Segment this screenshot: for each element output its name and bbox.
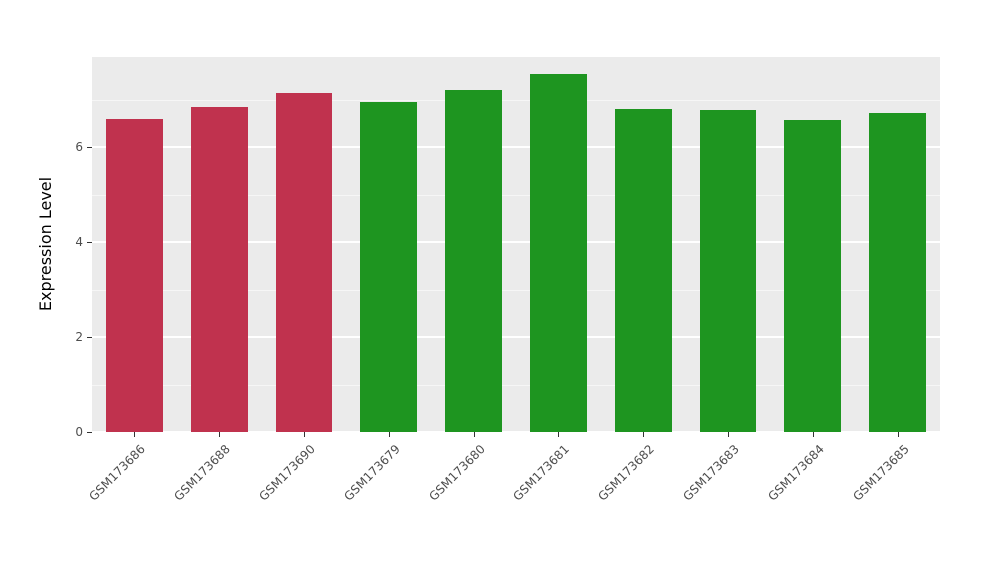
plot-panel xyxy=(92,57,940,433)
x-tick-label-GSM173686: GSM173686 xyxy=(86,442,149,504)
x-tick-mark xyxy=(388,432,390,437)
x-tick-label-GSM173679: GSM173679 xyxy=(341,442,403,504)
y-tick-mark xyxy=(87,147,92,149)
x-tick-label-GSM173684: GSM173684 xyxy=(765,442,827,504)
bar-GSM173681 xyxy=(529,73,587,432)
x-tick-label-GSM173680: GSM173680 xyxy=(425,442,488,504)
bar-GSM173688 xyxy=(190,106,248,432)
x-tick-mark xyxy=(812,432,814,437)
gridline-major xyxy=(92,431,940,433)
y-tick-label: 0 xyxy=(75,425,83,439)
gridline-minor xyxy=(92,194,940,196)
gridline-major xyxy=(92,336,940,339)
x-tick-label-GSM173681: GSM173681 xyxy=(510,442,573,504)
x-tick-mark xyxy=(473,432,475,437)
y-tick-mark xyxy=(87,337,92,339)
bar-GSM173683 xyxy=(699,110,757,432)
y-tick-mark xyxy=(87,432,92,433)
y-tick-label: 2 xyxy=(75,330,83,345)
x-tick-mark xyxy=(304,432,305,437)
y-tick-label: 6 xyxy=(75,140,83,155)
gridline-minor xyxy=(92,99,940,101)
bar-GSM173684 xyxy=(784,119,842,432)
gridline-minor xyxy=(92,384,940,386)
bar-GSM173690 xyxy=(275,92,333,432)
x-tick-mark xyxy=(558,432,560,437)
y-tick-label: 4 xyxy=(75,235,83,250)
x-tick-label-GSM173690: GSM173690 xyxy=(256,442,318,504)
bar-GSM173679 xyxy=(360,102,418,432)
x-tick-label-GSM173685: GSM173685 xyxy=(849,442,912,504)
x-tick-label-GSM173683: GSM173683 xyxy=(680,442,742,504)
y-tick-mark xyxy=(87,242,92,244)
x-tick-mark xyxy=(728,432,729,437)
gridline-minor xyxy=(92,289,940,291)
bar-GSM173680 xyxy=(445,90,502,432)
x-tick-mark xyxy=(643,432,645,437)
x-tick-mark xyxy=(897,432,899,437)
bar-GSM173682 xyxy=(614,109,672,432)
gridline-major xyxy=(92,146,940,149)
bar-GSM173686 xyxy=(105,118,163,432)
bar-GSM173685 xyxy=(869,113,926,432)
x-tick-label-GSM173682: GSM173682 xyxy=(595,442,658,504)
gridline-major xyxy=(92,241,940,244)
x-tick-mark xyxy=(219,432,221,437)
x-tick-mark xyxy=(134,432,136,437)
x-tick-label-GSM173688: GSM173688 xyxy=(171,442,234,504)
